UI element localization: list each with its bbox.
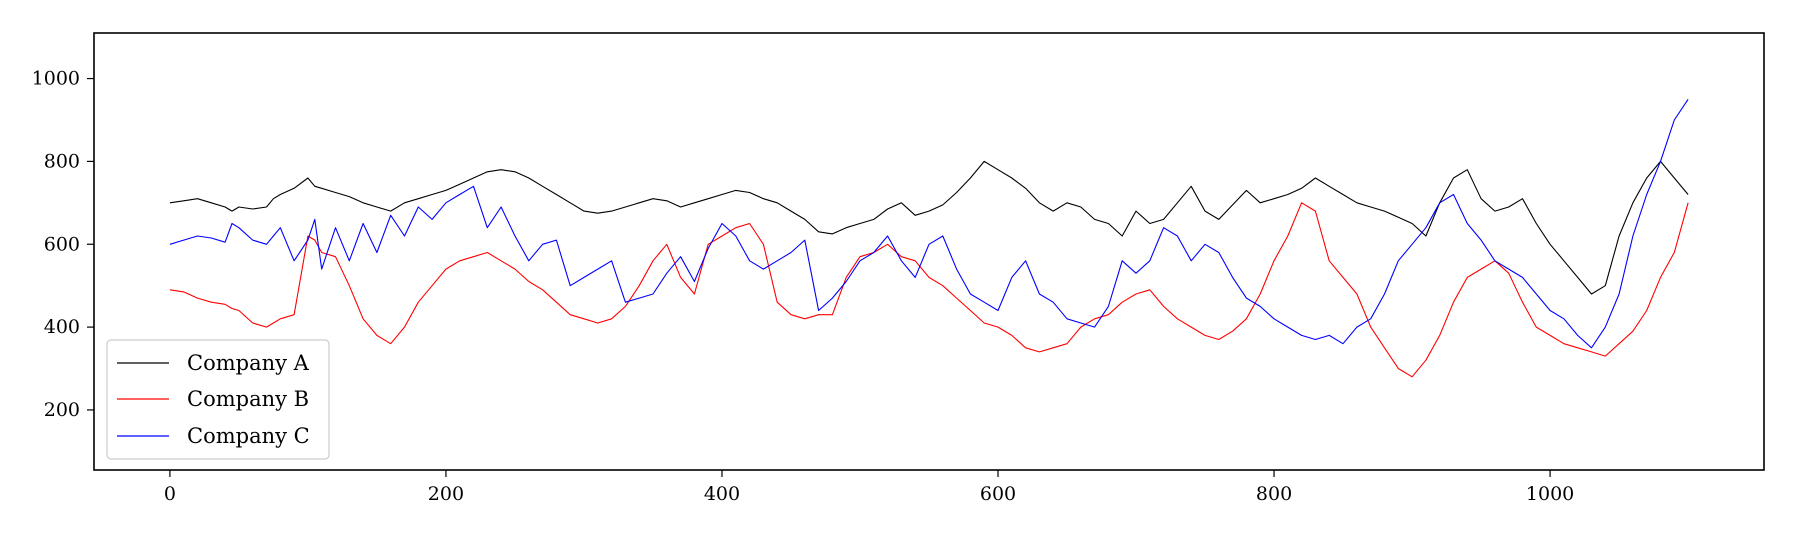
series-line-company-b xyxy=(169,202,1689,378)
legend-item-company-a: Company A xyxy=(117,351,310,375)
y-tick-label: 800 xyxy=(44,150,80,172)
legend-label-company-a: Company A xyxy=(187,351,310,375)
plot-area xyxy=(94,33,1764,470)
series-line-company-c xyxy=(169,98,1689,349)
x-tick-label: 0 xyxy=(164,483,176,505)
y-tick-label: 600 xyxy=(44,233,80,255)
legend-item-company-c: Company C xyxy=(117,424,310,448)
y-tick-label: 200 xyxy=(44,399,80,421)
x-tick-label: 600 xyxy=(980,483,1016,505)
x-tick-label: 400 xyxy=(704,483,740,505)
series-layer xyxy=(169,98,1689,378)
legend-frame xyxy=(106,339,330,460)
legend-label-company-b: Company B xyxy=(187,387,309,411)
y-axis: 200 400 600 800 1000 xyxy=(32,68,94,421)
y-tick-label: 1000 xyxy=(32,68,80,90)
x-tick-label: 800 xyxy=(1256,483,1292,505)
series-line-company-a xyxy=(169,160,1689,295)
legend: Company A Company B Company C xyxy=(106,339,330,460)
x-axis: 0 200 400 600 800 1000 xyxy=(164,470,1574,505)
legend-label-company-c: Company C xyxy=(187,424,310,448)
x-tick-label: 1000 xyxy=(1526,483,1574,505)
plot-frame xyxy=(93,32,1765,471)
legend-item-company-b: Company B xyxy=(117,387,309,411)
y-tick-label: 400 xyxy=(44,316,80,338)
x-tick-label: 200 xyxy=(428,483,464,505)
